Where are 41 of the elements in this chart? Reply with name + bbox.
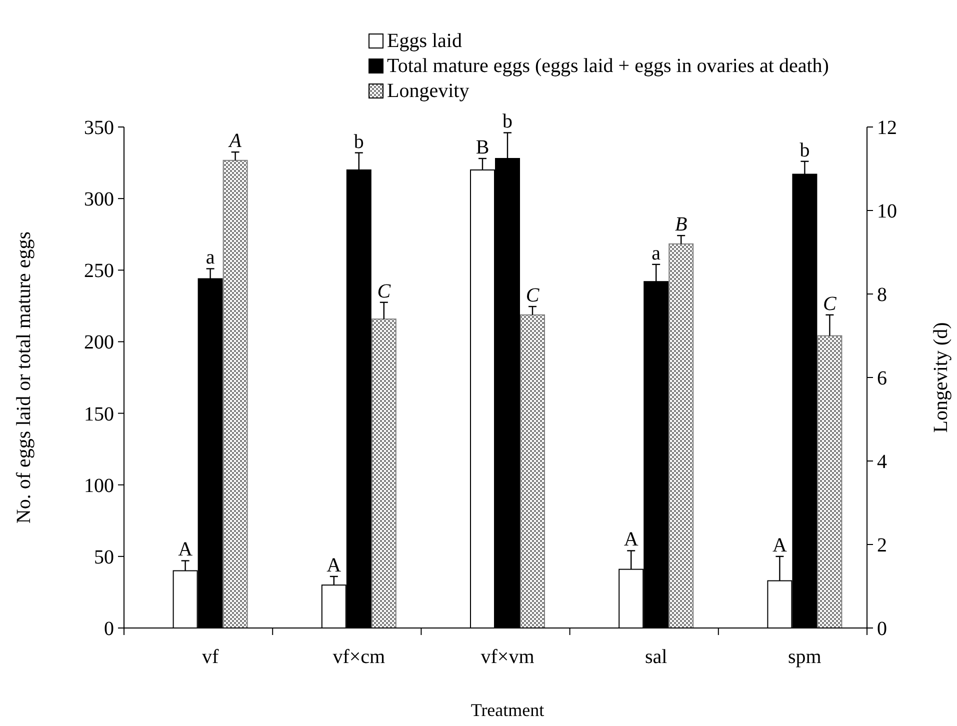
data-label: A (624, 528, 639, 551)
data-label: A (178, 538, 194, 561)
y-tick-label: 100 (84, 474, 114, 497)
data-label: b (800, 139, 810, 162)
data-label: a (206, 246, 215, 269)
x-tick-label: vf (202, 646, 219, 668)
y2-tick-label: 2 (877, 534, 887, 556)
data-label: A (227, 130, 242, 152)
y-tick-label: 50 (94, 546, 114, 568)
data-label: a (652, 242, 661, 264)
y2-tick-label: 8 (877, 284, 887, 306)
y-tick-label: 350 (84, 117, 114, 139)
data-label: A (772, 534, 788, 556)
data-label: B (476, 136, 490, 158)
y2-tick-label: 12 (877, 117, 897, 139)
x-axis-title: Treatment (470, 700, 544, 720)
data-label: A (326, 554, 342, 576)
y-tick-label: 150 (84, 403, 114, 426)
x-tick-label: sal (644, 646, 668, 668)
data-label: C (526, 284, 540, 307)
data-label: C (377, 280, 392, 302)
x-tick-label: spm (788, 646, 822, 668)
y-tick-label: 0 (104, 618, 114, 640)
data-label: b (502, 110, 512, 133)
x-tick-label: vf×cm (332, 646, 386, 668)
y2-tick-label: 10 (877, 200, 897, 222)
data-label: B (674, 214, 688, 236)
y-axis-title: No. of eggs laid or total mature eggs (13, 231, 35, 524)
y-tick-label: 200 (84, 332, 114, 354)
data-label: C (823, 292, 838, 315)
y2-tick-label: 6 (877, 368, 887, 390)
legend-label: Eggs laid (387, 30, 462, 52)
data-label: b (354, 130, 364, 153)
legend-label: Longevity (387, 80, 470, 102)
y2-tick-label: 0 (877, 618, 887, 640)
y2-tick-label: 4 (877, 451, 887, 473)
x-tick-label: vf×vm (480, 646, 535, 668)
y-tick-label: 300 (84, 188, 114, 211)
y2-axis-title: Longevity (d) (930, 322, 952, 433)
legend-label: Total mature eggs (eggs laid + eggs in ovaries at death) (387, 55, 829, 77)
y-tick-label: 250 (84, 260, 114, 282)
